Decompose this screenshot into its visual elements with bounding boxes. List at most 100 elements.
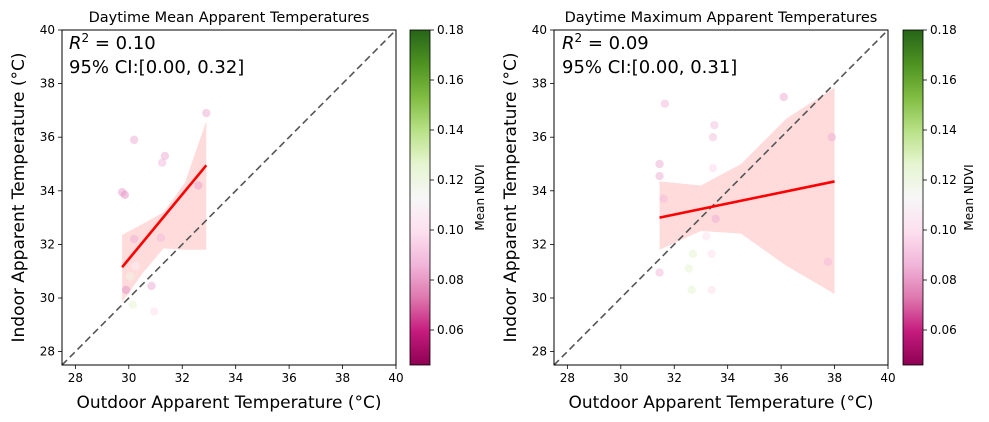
plot-area (62, 30, 396, 365)
colorbar-tick-label: 0.14 (437, 123, 464, 137)
points-layer (655, 92, 837, 295)
panel-mean: Daytime Mean Apparent Temperatures 28 30 3… (9, 10, 487, 413)
regression-line (121, 164, 208, 269)
colorbar-tick-label: 0.16 (437, 73, 464, 87)
chart-title: Daytime Mean Apparent Temperatures (89, 10, 370, 26)
x-tick-label: 32 (667, 371, 682, 385)
x-tick-label: 28 (560, 371, 575, 385)
r2-annotation: R2 = 0.10 (69, 31, 156, 54)
colorbar-tick-label: 0.18 (437, 23, 464, 37)
y-axis-label: Indoor Apparent Temperature (°C) (9, 52, 29, 342)
data-point (779, 92, 788, 102)
data-point (194, 181, 203, 190)
data-point (708, 133, 718, 142)
regression-layer (659, 180, 835, 219)
data-point (660, 99, 670, 108)
plot-frame (61, 29, 397, 366)
y-tick-label: 28 (532, 345, 547, 359)
r2-superscript: 2 (82, 31, 90, 45)
data-point (707, 249, 716, 258)
colorbar-gradient (409, 29, 431, 366)
data-point (687, 285, 696, 295)
ci-band-layer (659, 87, 835, 294)
colorbar-gradient (902, 29, 924, 366)
r2-value: = 0.09 (582, 33, 649, 54)
colorbar-tick-label: 0.06 (437, 323, 464, 337)
colorbar-tick-label: 0.12 (930, 173, 957, 187)
data-point (160, 151, 170, 161)
identity-line (62, 30, 396, 365)
x-tick-label: 40 (388, 371, 403, 385)
ci-annotation: 95% CI:[0.00, 0.31] (562, 57, 737, 78)
colorbar-tick-label: 0.08 (437, 273, 464, 287)
x-tick-label: 28 (68, 371, 83, 385)
colorbar: 0.06 0.08 0.10 0.12 0.14 0.16 0.18 Mean NDVI (902, 23, 976, 366)
identity-line-layer (554, 30, 888, 365)
y-tick-label: 34 (40, 184, 55, 198)
y-tick-label: 36 (40, 130, 55, 144)
ci-band (122, 121, 207, 303)
ci-band (659, 87, 835, 294)
y-tick-label: 40 (40, 23, 55, 37)
r2-superscript: 2 (575, 31, 583, 45)
r2-value: = 0.10 (89, 33, 156, 54)
ci-annotation: 95% CI:[0.00, 0.32] (69, 57, 244, 78)
data-point (711, 214, 720, 224)
data-point (707, 285, 716, 295)
colorbar-label: Mean NDVI (473, 164, 487, 230)
x-tick-label: 34 (228, 371, 243, 385)
colorbar-tick-label: 0.14 (930, 123, 957, 137)
y-tick-label: 36 (532, 130, 547, 144)
y-tick-label: 38 (532, 77, 547, 91)
colorbar-label: Mean NDVI (962, 164, 976, 230)
y-tick-label: 30 (532, 291, 547, 305)
y-tick-label: 38 (40, 77, 55, 91)
points-layer (117, 108, 211, 316)
y-tick-label: 30 (40, 291, 55, 305)
data-point (128, 300, 138, 309)
regression-line (659, 180, 835, 219)
identity-line (554, 30, 888, 365)
panel-max: Daytime Maximum Apparent Temperatures 28… (501, 10, 976, 413)
chart-title: Daytime Maximum Apparent Temperatures (565, 10, 878, 26)
x-tick-label: 38 (335, 371, 350, 385)
data-point (121, 285, 131, 295)
colorbar: 0.06 0.08 0.10 0.12 0.14 0.16 0.18 Mean NDVI (409, 23, 487, 366)
y-tick-label: 34 (532, 184, 547, 198)
colorbar-tick-label: 0.12 (437, 173, 464, 187)
r2-annotation: R2 = 0.09 (562, 31, 649, 54)
colorbar-tick-label: 0.10 (930, 223, 957, 237)
identity-line-layer (62, 30, 396, 365)
data-point (202, 108, 211, 118)
x-tick-label: 34 (720, 371, 735, 385)
y-tick-label: 32 (532, 237, 547, 251)
y-tick-label: 28 (40, 345, 55, 359)
data-point (827, 133, 837, 142)
data-point (823, 257, 833, 267)
data-point (125, 272, 135, 281)
colorbar-ticks: 0.06 0.08 0.10 0.12 0.14 0.16 0.18 (430, 23, 464, 337)
data-point (710, 120, 719, 130)
data-point (147, 281, 156, 291)
data-point (708, 163, 718, 173)
regression-layer (121, 164, 208, 269)
data-point (158, 158, 167, 167)
x-tick-label: 40 (880, 371, 895, 385)
y-tick-label: 32 (40, 237, 55, 251)
colorbar-tick-label: 0.06 (930, 323, 957, 337)
colorbar-ticks: 0.06 0.08 0.10 0.12 0.14 0.16 0.18 (923, 23, 957, 337)
x-tick-label: 38 (827, 371, 842, 385)
r2-symbol: R (562, 33, 575, 54)
y-axis-label: Indoor Apparent Temperature (°C) (501, 52, 521, 342)
ci-band-layer (122, 121, 207, 303)
data-point (702, 232, 711, 241)
plot-area (554, 30, 888, 365)
x-tick-label: 32 (175, 371, 190, 385)
y-axis: 28 30 32 34 36 38 40 (532, 23, 554, 359)
y-axis: 28 30 32 34 36 38 40 (40, 23, 62, 359)
colorbar-tick-label: 0.10 (437, 223, 464, 237)
data-point (129, 135, 139, 145)
data-point (684, 264, 694, 273)
x-axis: 28 30 32 34 36 38 40 (560, 365, 896, 385)
